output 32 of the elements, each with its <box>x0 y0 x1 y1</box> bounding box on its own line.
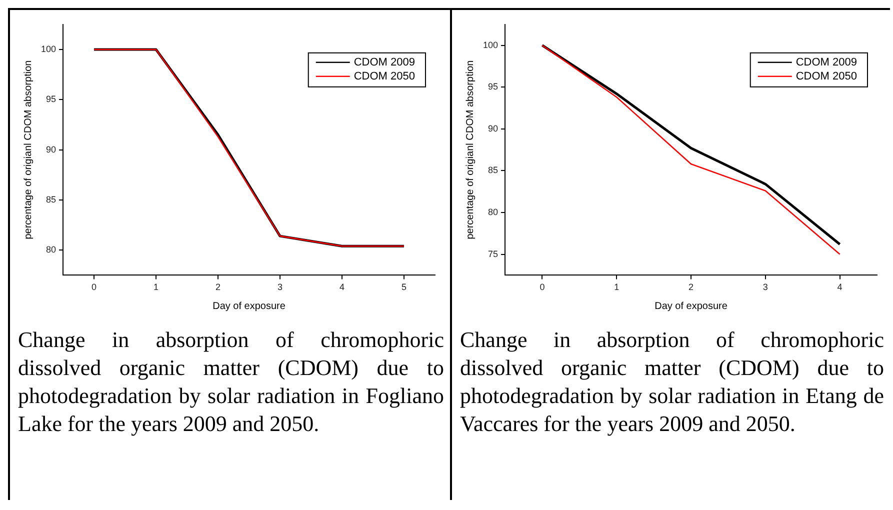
x-tick-label: 2 <box>216 282 221 292</box>
y-tick-label: 95 <box>488 82 498 92</box>
x-tick-label: 4 <box>339 282 345 292</box>
y-tick-label: 75 <box>488 248 498 259</box>
legend-label: CDOM 2050 <box>354 70 416 82</box>
y-tick-label: 100 <box>482 40 498 50</box>
x-tick-label: 1 <box>154 282 159 292</box>
legend-label: CDOM 2050 <box>796 70 858 82</box>
x-tick-label: 3 <box>762 282 768 292</box>
y-tick-label: 100 <box>40 44 56 54</box>
x-axis-title: Day of exposure <box>212 300 286 312</box>
legend-label: CDOM 2009 <box>354 56 416 68</box>
y-tick-label: 90 <box>488 123 498 134</box>
y-axis-title: percentage of origianl CDOM absorption <box>464 60 476 240</box>
text: Change in absorption of chromophoric dissolved organic matter (CDOM) due to photodegradation by solar radiation in Etang de Vaccares for the years 2009 and 2050. <box>460 326 884 438</box>
x-axis-title: Day of exposure <box>654 300 728 312</box>
x-tick-label: 0 <box>92 282 97 292</box>
y-tick-label: 85 <box>46 194 56 204</box>
x-tick-label: 2 <box>688 282 694 292</box>
y-tick-label: 80 <box>488 206 498 217</box>
x-tick-label: 1 <box>614 282 620 292</box>
y-tick-label: 85 <box>488 165 498 176</box>
x-tick-label: 5 <box>401 282 407 292</box>
legend-label: CDOM 2009 <box>796 56 858 68</box>
text: Change in absorption of chromophoric dissolved organic matter (CDOM) due to photodegradation by solar radiation in Fogliano Lake for the years 2009 and 2050. <box>18 326 444 438</box>
x-tick-label: 0 <box>540 282 545 292</box>
x-tick-label: 3 <box>278 282 283 292</box>
y-tick-label: 80 <box>46 244 56 255</box>
y-tick-label: 95 <box>46 94 56 104</box>
y-axis-title: percentage of origianl CDOM absorption <box>22 60 34 240</box>
x-tick-label: 4 <box>837 282 842 292</box>
y-tick-label: 90 <box>46 144 56 154</box>
